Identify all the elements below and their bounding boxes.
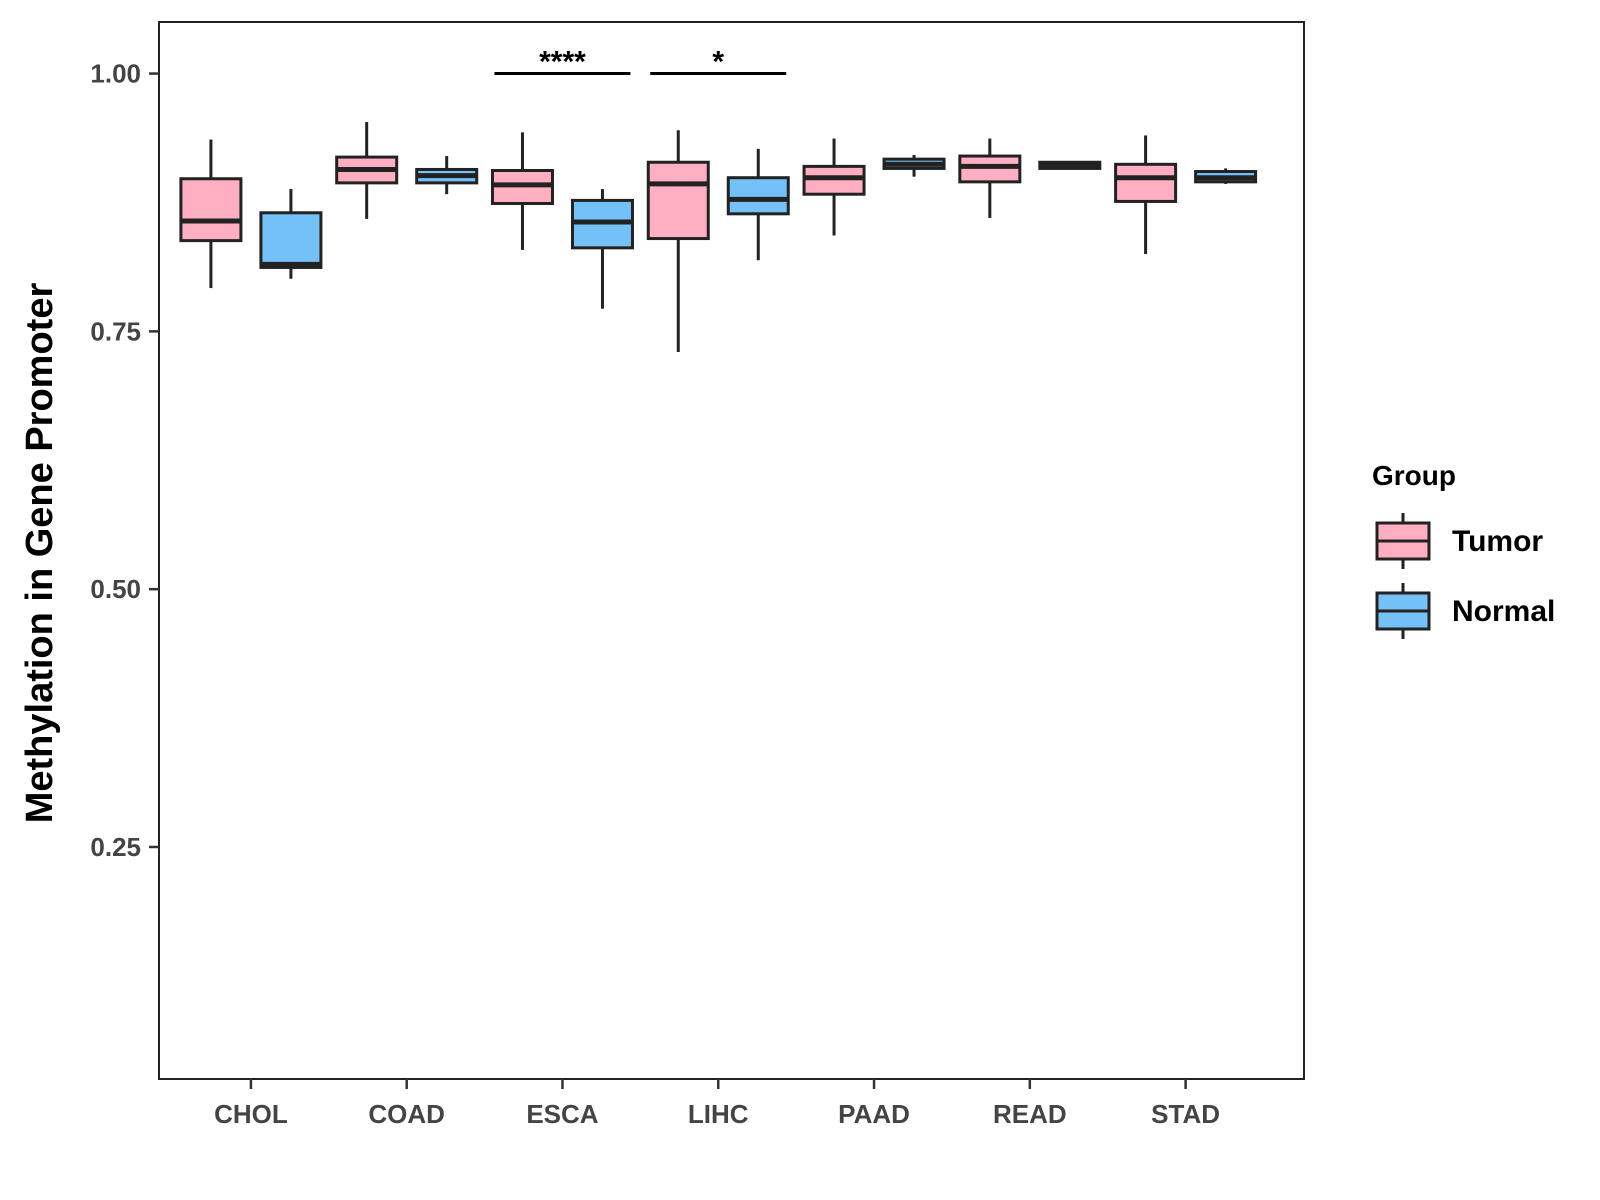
legend-title: Group [1372,460,1456,491]
box-normal-paad [882,155,946,177]
y-tick-label-0.25: 0.25 [90,832,141,862]
x-tick-label-paad: PAAD [838,1099,910,1129]
y-tick-label-1.00: 1.00 [90,59,141,89]
box-tumor-coad [335,122,399,219]
x-tick-label-lihc: LIHC [688,1099,749,1129]
box-tumor-paad [802,138,866,236]
x-tick-label-read: READ [993,1099,1067,1129]
box-normal-esca [570,189,634,309]
box-tumor-read [958,138,1022,218]
y-tick-label-0.75: 0.75 [90,316,141,346]
box-normal-chol [259,189,323,279]
plot-area: **** * [158,21,1305,1080]
y-tick-label-0.50: 0.50 [90,574,141,604]
box-normal-read [1038,160,1102,170]
legend-label-normal: Normal [1452,595,1555,628]
legend: Group Tumor Normal [1372,460,1555,639]
box-normal-coad [415,156,479,195]
box-body [646,160,710,241]
box-body [1114,162,1178,203]
x-tick-label-chol: CHOL [214,1099,288,1129]
box-normal-lihc [726,148,790,261]
legend-label-tumor: Tumor [1452,525,1543,558]
sig-label-lihc: * [712,46,724,79]
x-tick-label-esca: ESCA [526,1099,598,1129]
sig-label-esca: **** [539,46,586,79]
box-tumor-stad [1114,135,1178,255]
y-axis-title: Methylation in Gene Promoter [19,283,61,824]
legend-item-tumor: Tumor [1375,513,1543,569]
box-body [958,154,1022,184]
x-tick-label-stad: STAD [1151,1099,1220,1129]
box-body [259,211,323,269]
box-tumor-lihc [646,130,710,352]
box-body [179,177,243,243]
x-tick-label-coad: COAD [368,1099,445,1129]
box-tumor-esca [490,132,554,250]
box-body [802,164,866,196]
box-body [726,176,790,216]
legend-item-normal: Normal [1375,583,1555,639]
box-tumor-chol [179,139,243,289]
axes: 0.25 0.50 0.75 1.00 CHOL COAD ESCA LIHC PAAD READ… [90,59,1220,1129]
box-normal-stad [1194,168,1258,184]
